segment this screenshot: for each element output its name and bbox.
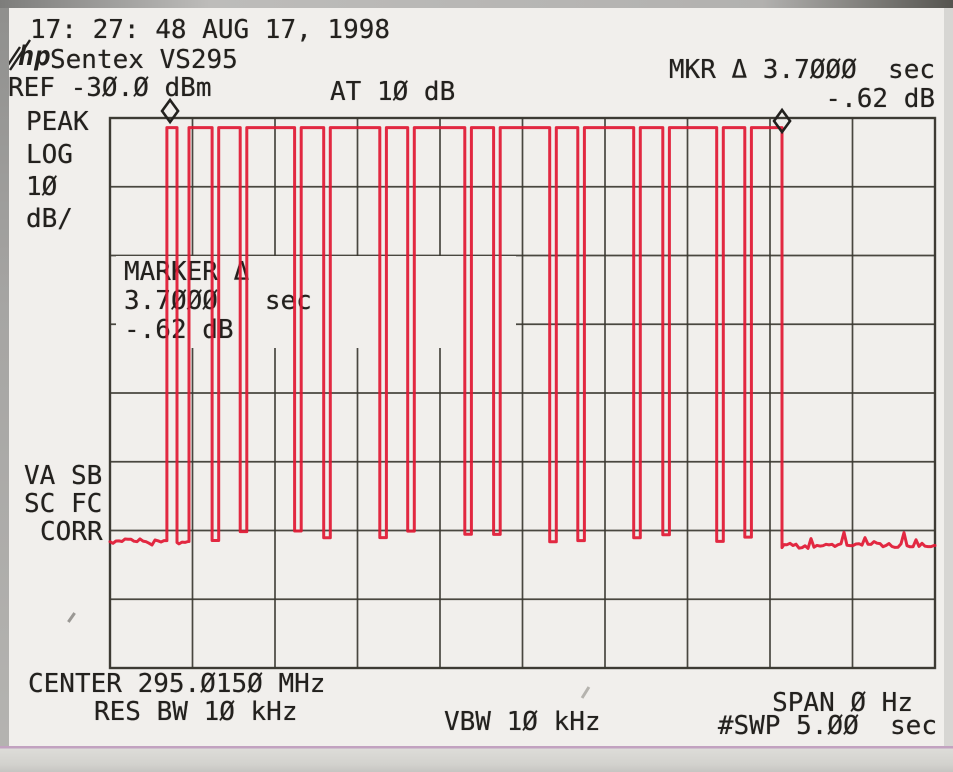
mkr-delta-level-label: -.62 dB	[825, 84, 935, 114]
scale-unit-label: dB/	[26, 204, 73, 234]
scale-value-label: 1Ø	[26, 172, 58, 202]
scan-speck	[67, 612, 76, 623]
device-name-label: Sentex VS295	[50, 45, 238, 75]
res-bw-label: RES BW 1Ø kHz	[94, 697, 298, 727]
hp-logo-text: hp	[18, 41, 51, 72]
mkr-delta-time-label: MKR Δ 3.7ØØØ sec	[668, 55, 935, 85]
graticule-grid	[108, 116, 937, 670]
marker-readout-title: MARKER Δ	[124, 257, 250, 287]
scan-timestamp: 17: 27: 48 AUG 17, 1998	[30, 15, 391, 45]
marker-ref-diamond	[160, 97, 180, 125]
vbw-label: VBW 1Ø kHz	[444, 707, 601, 737]
status-va-sb-label: VA SB	[24, 461, 103, 491]
scale-mode-label: LOG	[26, 140, 73, 170]
status-sc-fc-label: SC FC	[24, 489, 103, 519]
scanner-edge-right	[944, 0, 953, 772]
scanner-edge-left	[0, 0, 9, 772]
status-corr-label: CORR	[40, 517, 103, 547]
hp-logo: hp	[5, 38, 52, 76]
scan-speck-2	[580, 686, 591, 699]
marker-delta-diamond	[772, 107, 792, 135]
center-frequency-label: CENTER 295.Ø15Ø MHz	[28, 669, 326, 699]
sweep-time-label: #SWP 5.ØØ sec	[717, 711, 937, 741]
marker-readout-level: -.62 dB	[124, 315, 234, 345]
scanner-edge-bottom	[0, 746, 953, 772]
attenuation-label: AT 1Ø dB	[330, 77, 456, 107]
hp-logo-slash	[9, 39, 31, 71]
marker-readout-time: 3.7ØØØ sec	[124, 286, 312, 316]
scanner-edge-top	[0, 0, 953, 8]
span-label: SPAN Ø Hz	[772, 688, 913, 718]
detector-mode-label: PEAK	[26, 107, 89, 137]
ref-level-label: REF -3Ø.Ø dBm	[8, 73, 212, 103]
